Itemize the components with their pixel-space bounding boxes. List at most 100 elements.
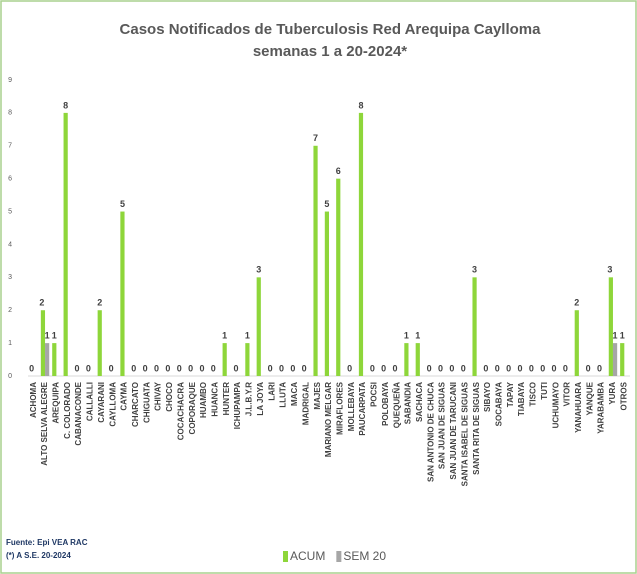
bar xyxy=(222,343,227,376)
x-tick-label: CHARCATO xyxy=(131,382,140,427)
x-tick-label: HUAMBO xyxy=(199,382,208,418)
value-label: 2 xyxy=(39,298,44,308)
x-tick-label: MOLLEBAYA xyxy=(347,382,356,431)
value-label: 5 xyxy=(120,199,125,209)
x-tick-label: SIBAYO xyxy=(483,382,492,412)
value-label: 0 xyxy=(597,363,602,373)
value-label: 2 xyxy=(574,298,579,308)
value-label: 0 xyxy=(109,363,114,373)
x-tick-label: CHIGUATA xyxy=(142,382,151,423)
bar xyxy=(45,343,50,376)
value-label: 1 xyxy=(415,330,420,340)
value-label: 0 xyxy=(75,363,80,373)
bar xyxy=(40,310,46,376)
y-tick-label: 9 xyxy=(8,77,12,84)
value-label: 0 xyxy=(154,363,159,373)
bar xyxy=(63,112,68,376)
bar xyxy=(472,277,477,376)
x-tick-label: COCACHACRA xyxy=(176,382,185,440)
bar xyxy=(336,178,341,376)
value-label: 0 xyxy=(234,363,239,373)
x-tick-label: POLOBAYA xyxy=(381,382,390,426)
bar xyxy=(97,310,102,376)
value-label: 0 xyxy=(381,363,386,373)
value-label: 1 xyxy=(620,330,625,340)
value-label: 1 xyxy=(404,330,409,340)
value-label: 0 xyxy=(529,363,534,373)
value-label: 0 xyxy=(188,363,193,373)
value-label: 0 xyxy=(393,363,398,373)
bar xyxy=(620,343,625,376)
value-label: 0 xyxy=(438,363,443,373)
value-label: 0 xyxy=(143,363,148,373)
value-label: 0 xyxy=(29,363,34,373)
x-tick-label: MIRAFLORES xyxy=(335,381,344,435)
x-tick-label: HUNTER xyxy=(222,382,231,416)
chart-subtitle: semanas 1 a 20-2024* xyxy=(253,43,407,60)
x-tick-label: QUEQUEÑA xyxy=(392,382,401,428)
x-tick-label: YURA xyxy=(608,382,617,405)
x-tick-label: OTROS xyxy=(619,381,628,410)
x-tick-label: SANTA RITA DE SIGUAS xyxy=(472,381,481,475)
legend-swatch xyxy=(336,551,342,562)
value-label: 0 xyxy=(131,363,136,373)
value-label: 0 xyxy=(552,363,557,373)
value-label: 0 xyxy=(483,363,488,373)
value-label: 3 xyxy=(607,265,612,275)
y-tick-label: 8 xyxy=(8,110,12,117)
value-label: 0 xyxy=(495,363,500,373)
x-tick-label: AREQUIPA xyxy=(52,382,61,424)
y-tick-label: 7 xyxy=(8,143,12,150)
y-tick-label: 1 xyxy=(8,340,12,347)
x-tick-label: C. COLORADO xyxy=(63,382,72,439)
bar xyxy=(612,343,618,376)
x-tick-label: ICHUPAMPA xyxy=(233,382,242,429)
x-tick-label: LLUTA xyxy=(279,382,288,408)
value-label: 6 xyxy=(336,166,341,176)
value-label: 0 xyxy=(449,363,454,373)
bar xyxy=(245,343,250,376)
value-label: 0 xyxy=(177,363,182,373)
value-label: 7 xyxy=(313,133,318,143)
x-tick-label: POCSI xyxy=(370,382,379,407)
bar xyxy=(120,211,125,376)
x-tick-label: VITOR xyxy=(563,382,572,407)
value-label: 0 xyxy=(427,363,432,373)
bar xyxy=(313,145,318,376)
value-label: 2 xyxy=(97,298,102,308)
x-tick-label: CAYMA xyxy=(120,382,129,411)
value-label: 0 xyxy=(461,363,466,373)
x-tick-label: CAYLLOMA xyxy=(108,382,117,427)
legend-label: SEM 20 xyxy=(343,549,386,563)
x-tick-label: MAJES xyxy=(313,381,322,409)
value-label: 0 xyxy=(302,363,307,373)
value-label: 5 xyxy=(324,199,329,209)
x-tick-label: MACA xyxy=(290,382,299,406)
y-tick-label: 2 xyxy=(8,307,12,314)
value-label: 1 xyxy=(613,330,618,340)
x-tick-label: UCHUMAYO xyxy=(551,382,560,428)
y-tick-label: 3 xyxy=(8,274,12,281)
x-tick-label: TISCO xyxy=(529,382,538,406)
x-tick-label: SOCABAYA xyxy=(494,382,503,427)
value-label: 0 xyxy=(517,363,522,373)
x-tick-label: SAN JUAN DE TARUCANI xyxy=(449,382,458,480)
x-tick-label: ACHOMA xyxy=(29,382,38,418)
x-tick-label: LA JOYA xyxy=(256,382,265,416)
legend-label: ACUM xyxy=(290,549,325,563)
x-tick-label: YARABAMBA xyxy=(597,382,606,434)
x-tick-label: CHIVAY xyxy=(154,381,163,411)
bar xyxy=(415,343,420,376)
y-tick-label: 4 xyxy=(8,241,12,248)
x-tick-label: CALLALLI xyxy=(86,382,95,421)
x-tick-label: SABANDIA xyxy=(404,382,413,424)
bar xyxy=(404,343,409,376)
legend-swatch xyxy=(283,551,288,562)
value-label: 1 xyxy=(52,330,57,340)
value-label: 0 xyxy=(165,363,170,373)
value-label: 0 xyxy=(370,363,375,373)
x-tick-label: LARI xyxy=(267,382,276,401)
x-tick-label: MADRIGAL xyxy=(301,382,310,425)
